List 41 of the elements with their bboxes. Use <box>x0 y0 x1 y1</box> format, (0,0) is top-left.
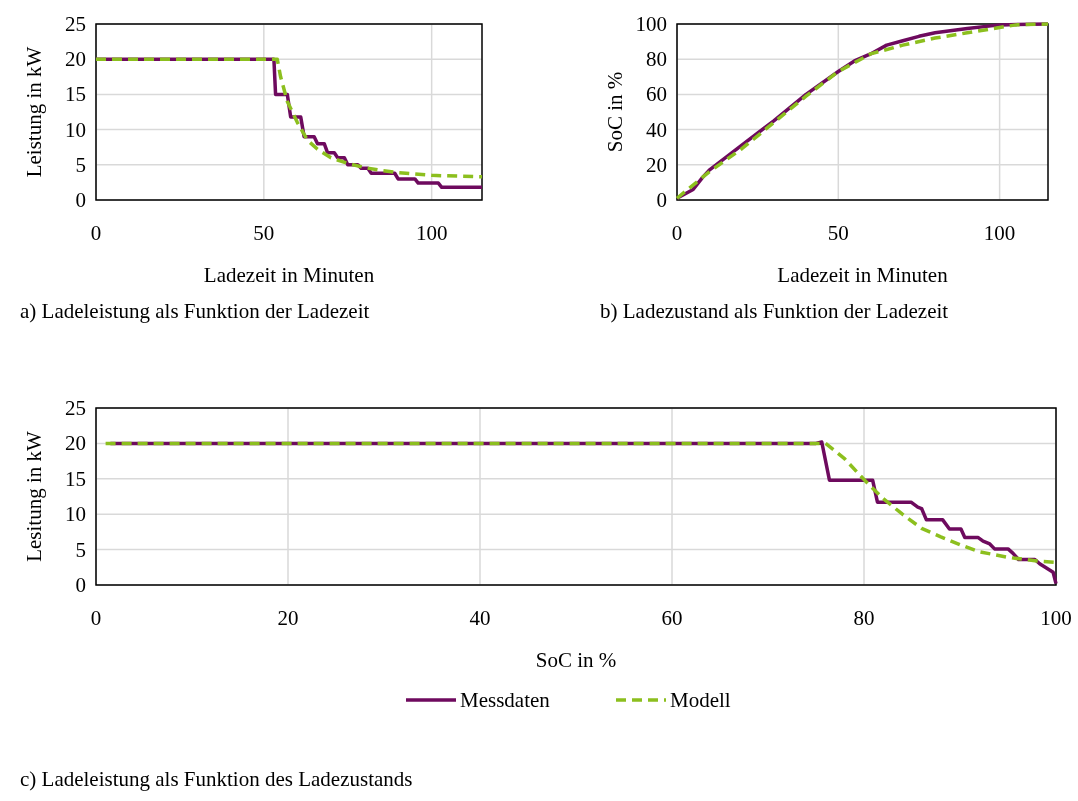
y-tick-label: 0 <box>75 188 86 212</box>
text: c) Ladeleistung als Funktion des Ladezustands <box>20 767 413 791</box>
y-tick-label: 25 <box>65 12 86 36</box>
x-tick-label: 20 <box>277 606 299 630</box>
x-tick-label: 80 <box>853 606 875 630</box>
y-tick-label: 20 <box>65 431 86 456</box>
legend-label: Modell <box>670 688 731 712</box>
x-axis-title: SoC in % <box>535 648 617 672</box>
x-axis-title: Ladezeit in Minuten <box>777 263 949 287</box>
y-tick-label: 0 <box>75 573 86 597</box>
x-tick-label: 50 <box>253 221 275 245</box>
x-tick-label: 0 <box>90 606 102 630</box>
x-tick-label: 60 <box>661 606 683 630</box>
legend-label: Messdaten <box>460 688 551 712</box>
y-axis-title: Lesitung in kW <box>22 431 46 562</box>
text: a) Ladeleistung als Funktion der Ladezeit <box>20 299 370 323</box>
y-tick-label: 80 <box>646 47 667 72</box>
x-tick-label: 0 <box>671 221 683 245</box>
x-tick-label: 40 <box>469 606 491 630</box>
x-tick-label: 50 <box>827 221 849 245</box>
x-axis-title: Ladezeit in Minuten <box>203 263 375 287</box>
y-tick-label: 10 <box>65 117 86 142</box>
x-tick-label: 100 <box>415 221 448 245</box>
y-tick-label: 0 <box>656 188 667 212</box>
y-tick-label: 5 <box>75 537 86 562</box>
x-tick-label: 100 <box>983 221 1016 245</box>
y-tick-label: 25 <box>65 396 86 420</box>
y-tick-label: 20 <box>646 152 667 177</box>
y-axis-title: SoC in % <box>603 71 627 153</box>
y-tick-label: 15 <box>65 466 86 491</box>
y-tick-label: 60 <box>646 82 667 107</box>
x-tick-label: 0 <box>90 221 102 245</box>
y-tick-label: 10 <box>65 502 86 527</box>
y-axis-title: Leistung in kW <box>22 46 46 178</box>
y-tick-label: 100 <box>635 12 667 36</box>
y-tick-label: 5 <box>75 152 86 177</box>
x-tick-label: 100 <box>1040 606 1072 630</box>
y-tick-label: 15 <box>65 82 86 107</box>
y-tick-label: 40 <box>646 117 667 142</box>
y-tick-label: 20 <box>65 47 86 72</box>
text: b) Ladezustand als Funktion der Ladezeit <box>600 299 949 323</box>
